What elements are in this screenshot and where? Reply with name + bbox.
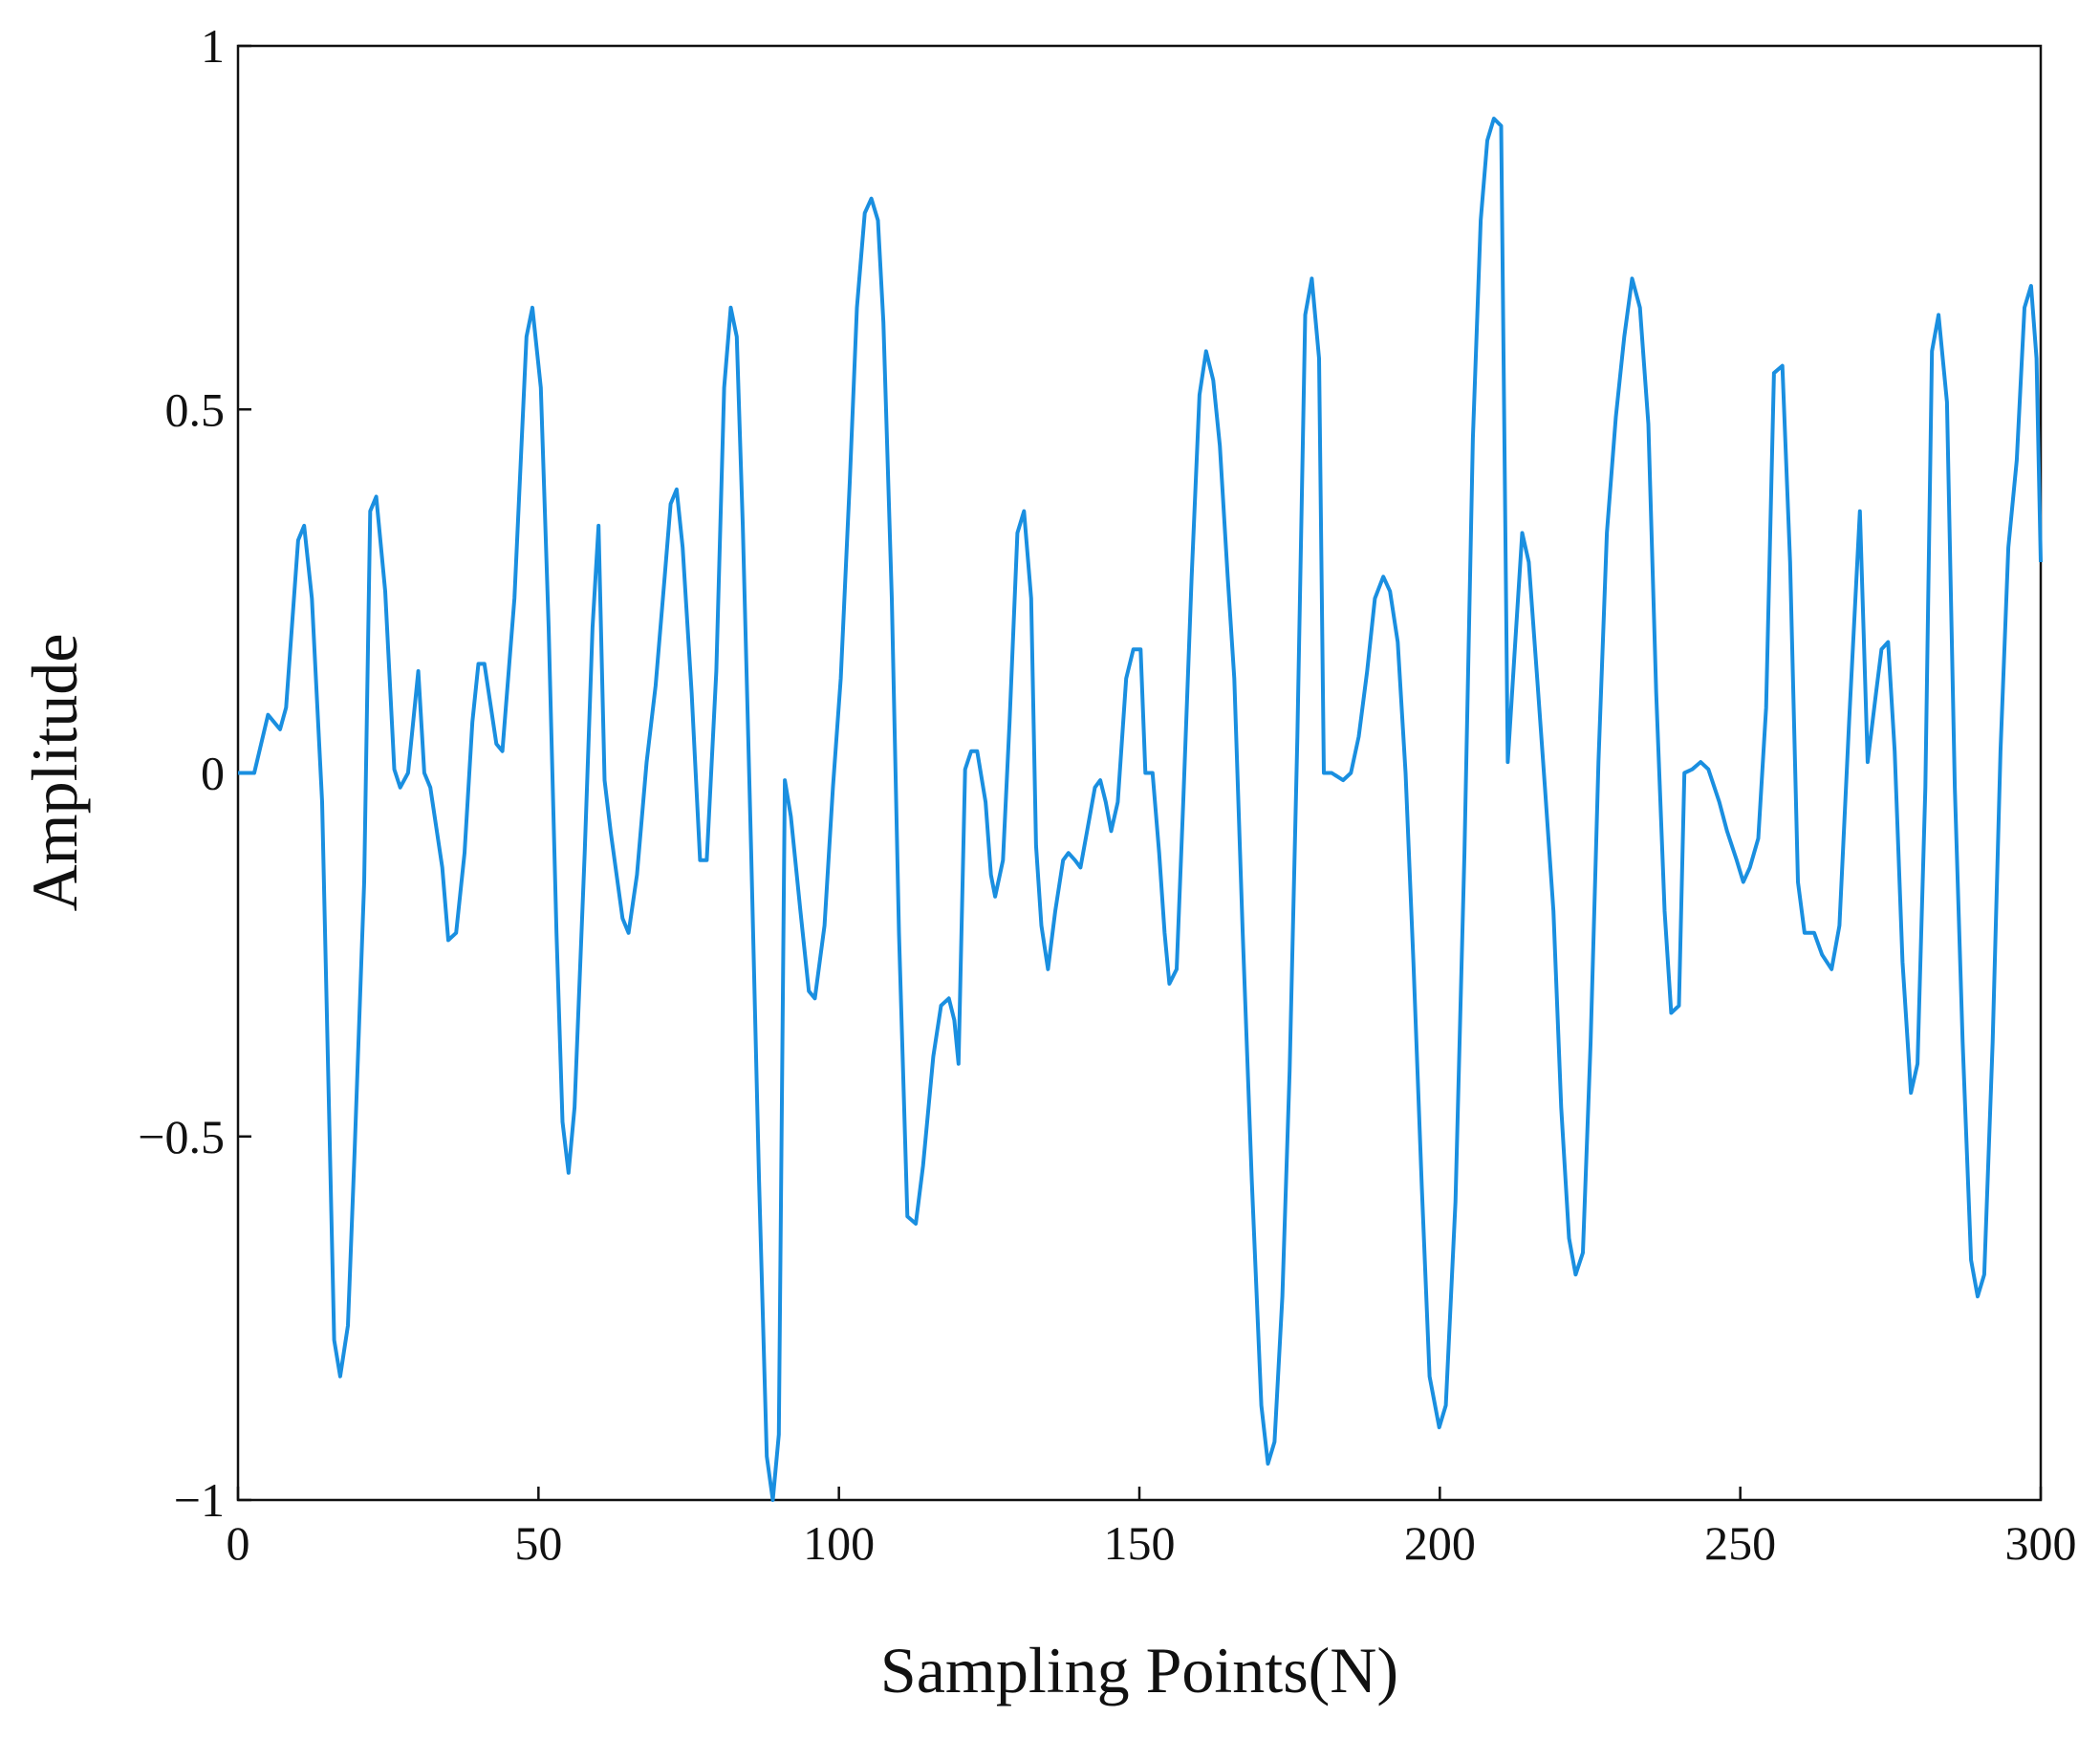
y-tick-label: 0.5: [165, 382, 226, 436]
x-tick-label: 250: [1704, 1516, 1776, 1570]
x-tick-label: 100: [803, 1516, 875, 1570]
y-tick-label: −1: [174, 1473, 225, 1527]
x-axis-label: Sampling Points(N): [880, 1634, 1398, 1706]
plot-frame: [236, 44, 2043, 1502]
x-tick-label: 50: [514, 1516, 562, 1570]
y-tick-label: 0: [201, 747, 225, 800]
y-tick-label: −0.5: [138, 1110, 225, 1163]
signal-line: [238, 117, 2043, 1502]
y-tick-label: 1: [201, 19, 225, 73]
x-tick-label: 0: [227, 1516, 250, 1570]
x-tick-label: 200: [1404, 1516, 1476, 1570]
x-tick-label: 150: [1104, 1516, 1176, 1570]
y-axis-label: Amplitude: [18, 634, 91, 912]
x-tick-label: 300: [2005, 1516, 2077, 1570]
